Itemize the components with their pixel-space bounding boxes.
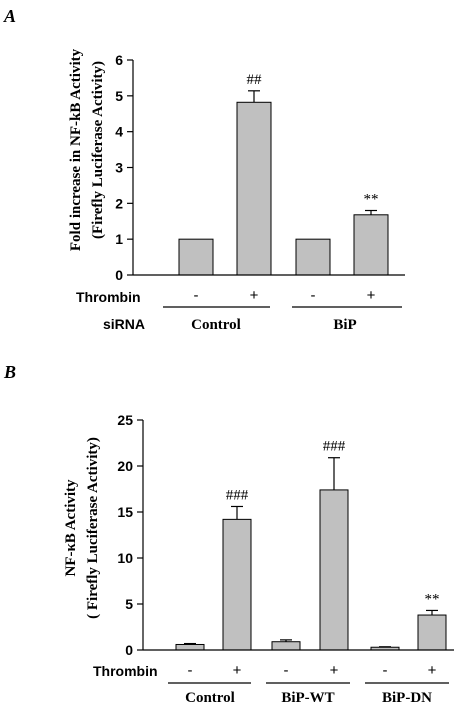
bar (417, 614, 447, 651)
panel-a-group-control: Control (191, 317, 241, 333)
panel-b-annotations: ### ### ** (226, 439, 440, 608)
thrombin-sign: - (284, 662, 289, 679)
panel-a-bars (178, 90, 389, 276)
y-tick-label: 10 (117, 550, 133, 566)
panel-b: B NF-κB Activity ( Firefly Luciferase Ac… (3, 362, 454, 705)
y-tick-label: 15 (117, 504, 133, 520)
thrombin-sign: + (428, 662, 437, 679)
panel-a-sirna-label: siRNA (103, 316, 145, 332)
bar (353, 214, 389, 276)
panel-b-y-ticks: 0 5 10 15 20 25 (117, 412, 143, 658)
panel-b-thrombin-signs: - + - + - + (188, 662, 437, 679)
panel-b-ylabel-line1: NF-κB Activity (63, 479, 79, 577)
panel-b-group-control: Control (185, 690, 235, 705)
bar (295, 238, 331, 276)
thrombin-sign: - (188, 662, 193, 679)
y-tick-label: 5 (115, 88, 123, 104)
y-tick-label: 6 (115, 52, 123, 68)
bar (319, 489, 349, 651)
panel-a-y-ticks: 0 1 2 3 4 5 6 (115, 52, 133, 283)
bar (236, 101, 272, 276)
thrombin-sign: - (383, 662, 388, 679)
significance-annotation: ## (247, 72, 263, 88)
panel-a-annotations: ## ** (247, 72, 379, 208)
y-tick-label: 4 (115, 124, 123, 140)
thrombin-sign: - (311, 287, 316, 304)
panel-b-group-bipdn: BiP-DN (382, 690, 432, 705)
panel-a-thrombin-signs: - + - + (194, 287, 376, 304)
bar (175, 643, 205, 651)
panel-a: A Fold increase in NF-kB Activity (Firef… (3, 6, 405, 333)
y-tick-label: 20 (117, 458, 133, 474)
panel-a-ylabel-line2: (Firefly Luciferase Activity) (90, 61, 106, 239)
y-tick-label: 0 (125, 642, 133, 658)
panel-a-ylabel-line1: Fold increase in NF-kB Activity (68, 48, 84, 251)
panel-b-ylabel-line2: ( Firefly Luciferase Activity) (85, 437, 101, 619)
significance-annotation: ** (364, 192, 379, 208)
panel-b-thrombin-label: Thrombin (93, 663, 158, 679)
y-tick-label: 3 (115, 160, 123, 176)
thrombin-sign: - (194, 287, 199, 304)
significance-annotation: ### (323, 439, 346, 455)
panel-b-group-bipwt: BiP-WT (281, 690, 334, 705)
panel-a-y-axis-title: Fold increase in NF-kB Activity (Firefly… (68, 48, 106, 251)
y-tick-label: 5 (125, 596, 133, 612)
y-tick-label: 1 (115, 231, 123, 247)
panel-a-group-bip: BiP (333, 317, 356, 333)
y-tick-label: 25 (117, 412, 133, 428)
panel-b-bars (175, 457, 447, 651)
panel-a-letter: A (3, 6, 16, 26)
panel-b-y-axis-title: NF-κB Activity ( Firefly Luciferase Acti… (63, 437, 101, 619)
y-tick-label: 0 (115, 267, 123, 283)
bar (271, 641, 301, 651)
panel-b-letter: B (3, 362, 16, 382)
bar (178, 238, 214, 276)
panel-a-thrombin-label: Thrombin (76, 289, 141, 305)
significance-annotation: ** (425, 591, 440, 607)
thrombin-sign: + (367, 287, 376, 304)
y-tick-label: 2 (115, 195, 123, 211)
thrombin-sign: + (233, 662, 242, 679)
significance-annotation: ### (226, 487, 249, 503)
thrombin-sign: + (330, 662, 339, 679)
thrombin-sign: + (250, 287, 259, 304)
bar (222, 518, 252, 651)
